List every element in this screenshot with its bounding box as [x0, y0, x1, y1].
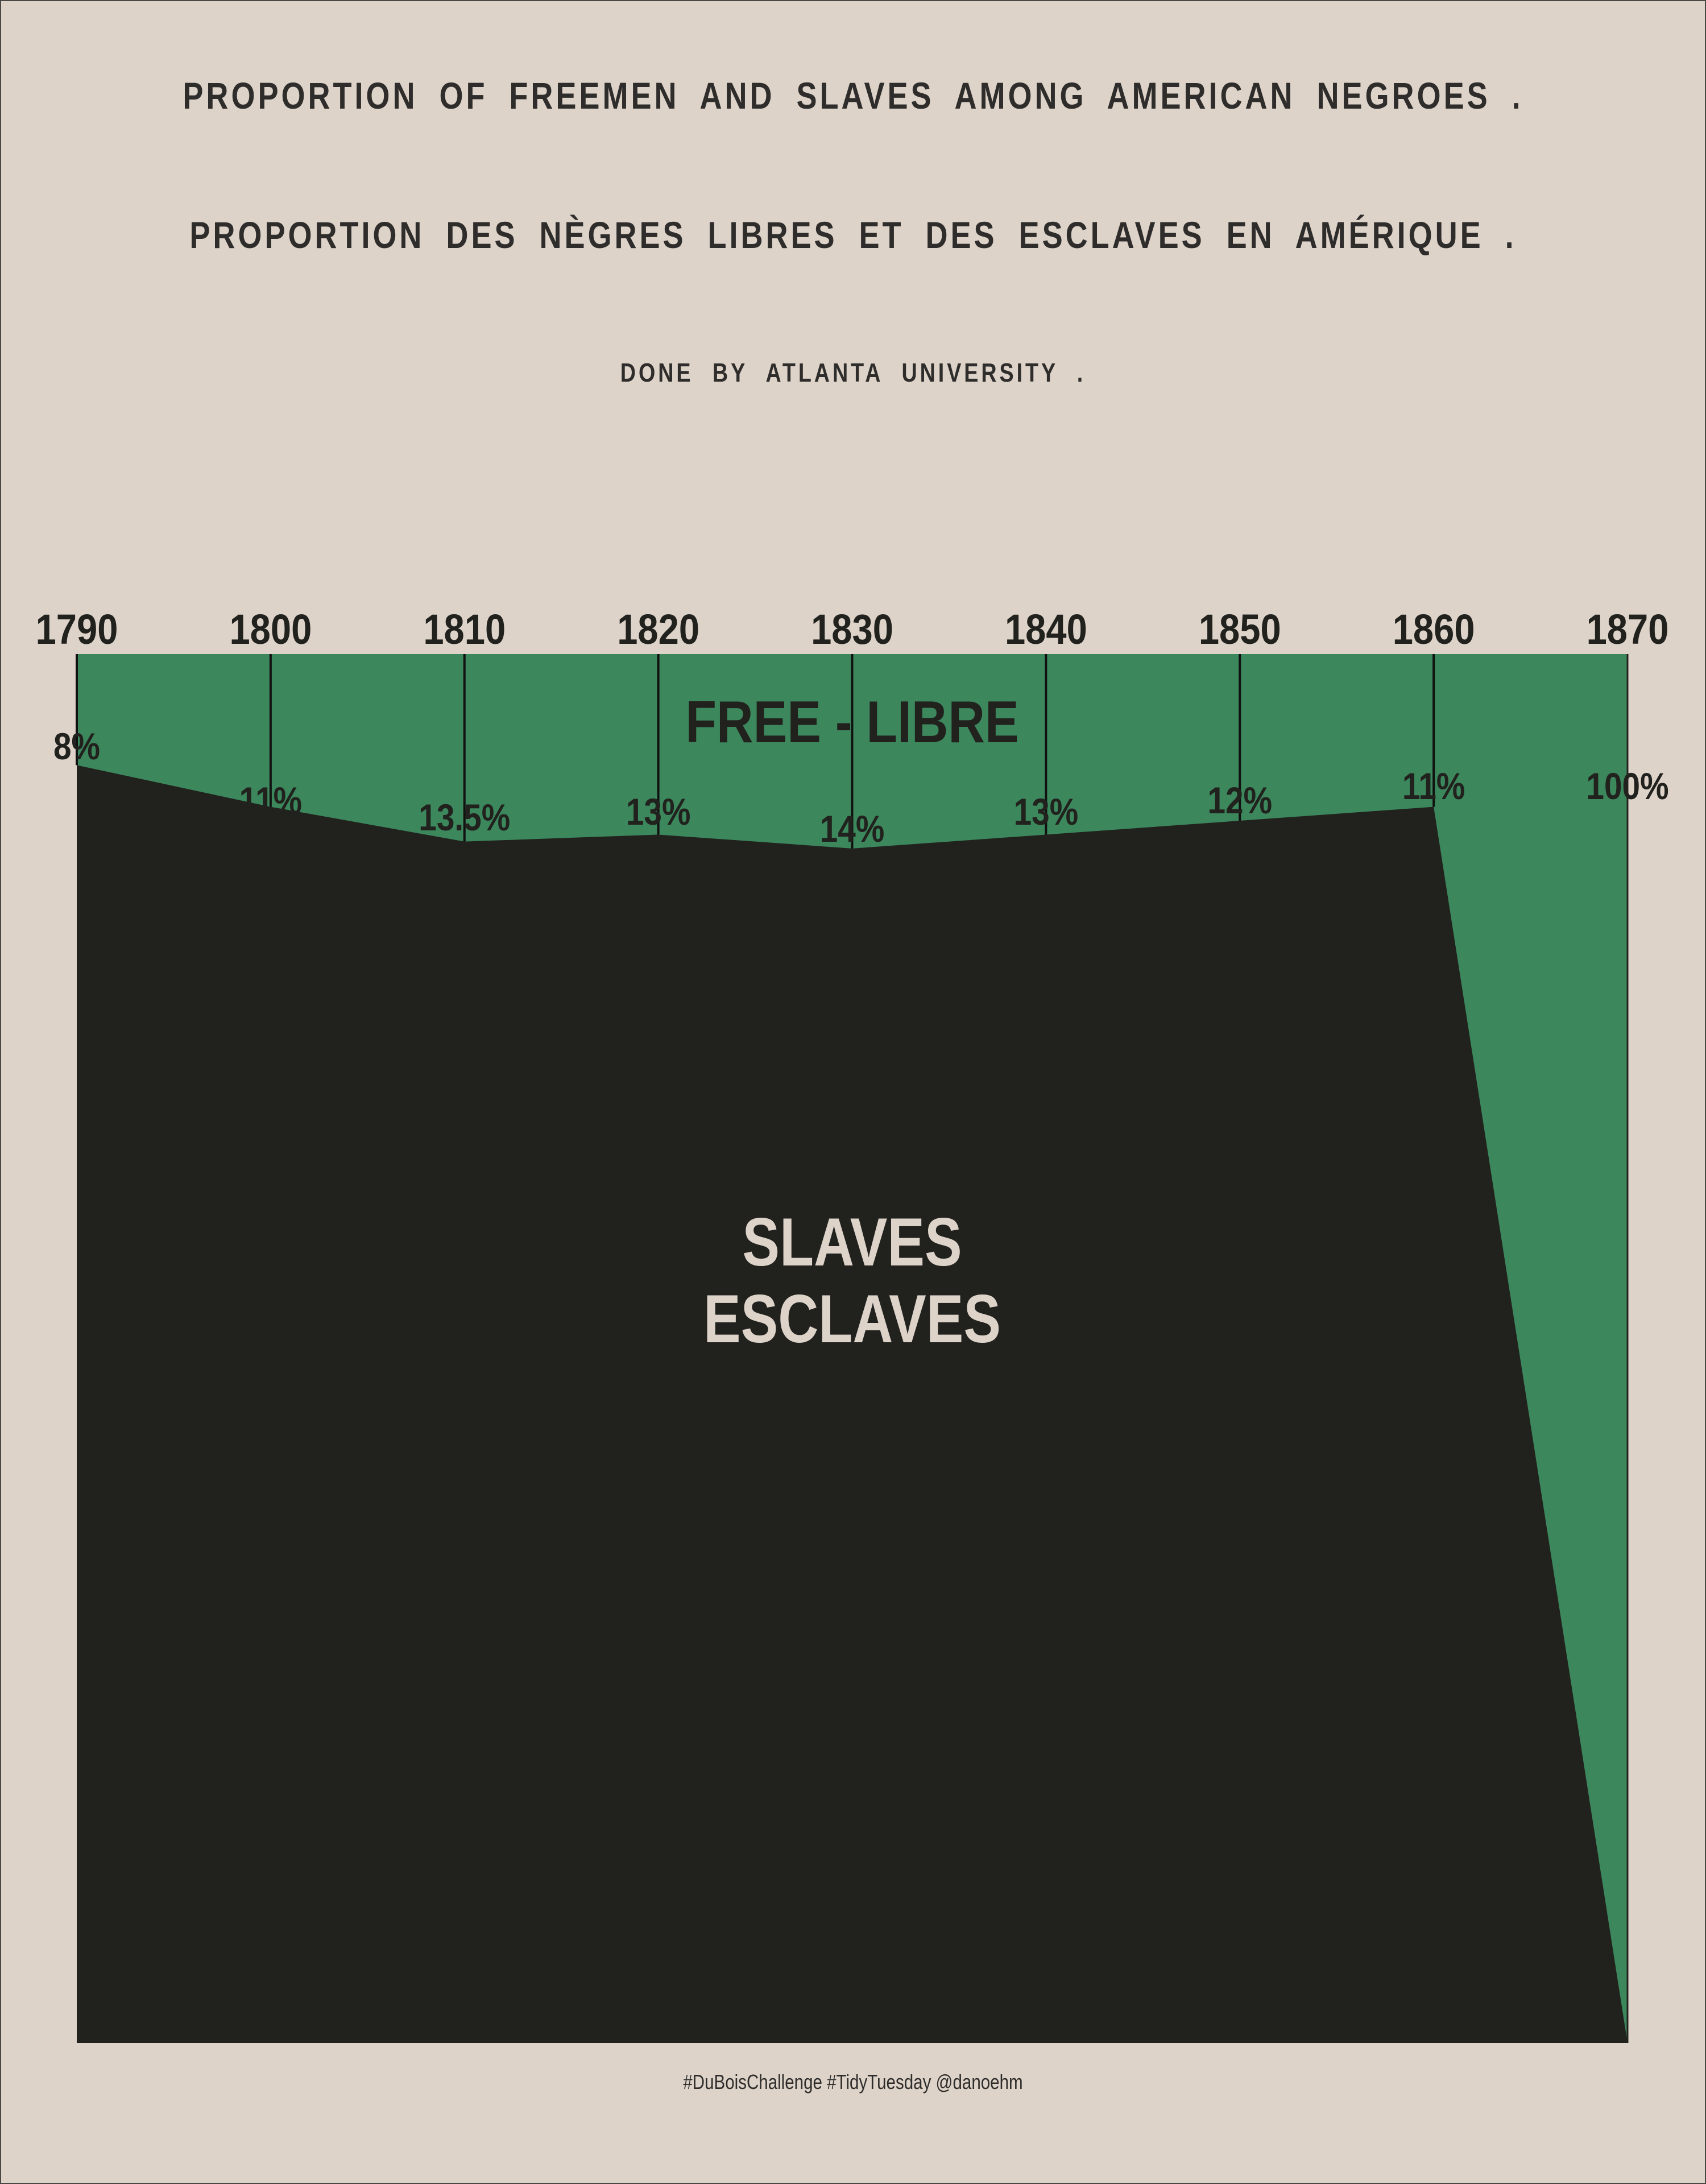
value-label-1840: 13%	[1014, 791, 1079, 833]
free-area-label: FREE - LIBRE	[685, 689, 1018, 755]
chart-title-english: PROPORTION OF FREEMEN AND SLAVES AMONG A…	[183, 75, 1523, 117]
chart-title-french: PROPORTION DES NÈGRES LIBRES ET DES ESCL…	[189, 214, 1517, 256]
x-tick-label-1810: 1810	[423, 606, 506, 653]
x-tick-label-1850: 1850	[1199, 606, 1281, 653]
value-label-1800: 11%	[239, 780, 302, 822]
value-label-1850: 12%	[1207, 780, 1272, 822]
value-label-1820: 13%	[626, 791, 691, 833]
value-label-1860: 11%	[1402, 766, 1465, 808]
chart-subtitle: DONE BY ATLANTA UNIVERSITY .	[620, 358, 1086, 387]
value-label-1830: 14%	[820, 808, 885, 850]
x-tick-label-1790: 1790	[36, 606, 118, 653]
value-label-1810: 13.5%	[419, 797, 510, 839]
slaves-area	[77, 765, 1628, 2044]
x-tick-label-1820: 1820	[617, 606, 699, 653]
x-tick-label-1840: 1840	[1005, 606, 1087, 653]
value-label-1870: 100%	[1586, 766, 1668, 808]
x-tick-label-1830: 1830	[811, 606, 893, 653]
slaves-area-label-line1: SLAVES	[742, 1205, 962, 1280]
x-tick-label-1800: 1800	[229, 606, 312, 653]
x-tick-label-1860: 1860	[1393, 606, 1475, 653]
footer-caption: #DuBoisChallenge #TidyTuesday @danoehm	[683, 2070, 1023, 2094]
slaves-area-label-line2: ESCLAVES	[703, 1281, 1001, 1357]
x-tick-label-1870: 1870	[1587, 606, 1669, 653]
value-label-1790: 8%	[53, 726, 100, 768]
